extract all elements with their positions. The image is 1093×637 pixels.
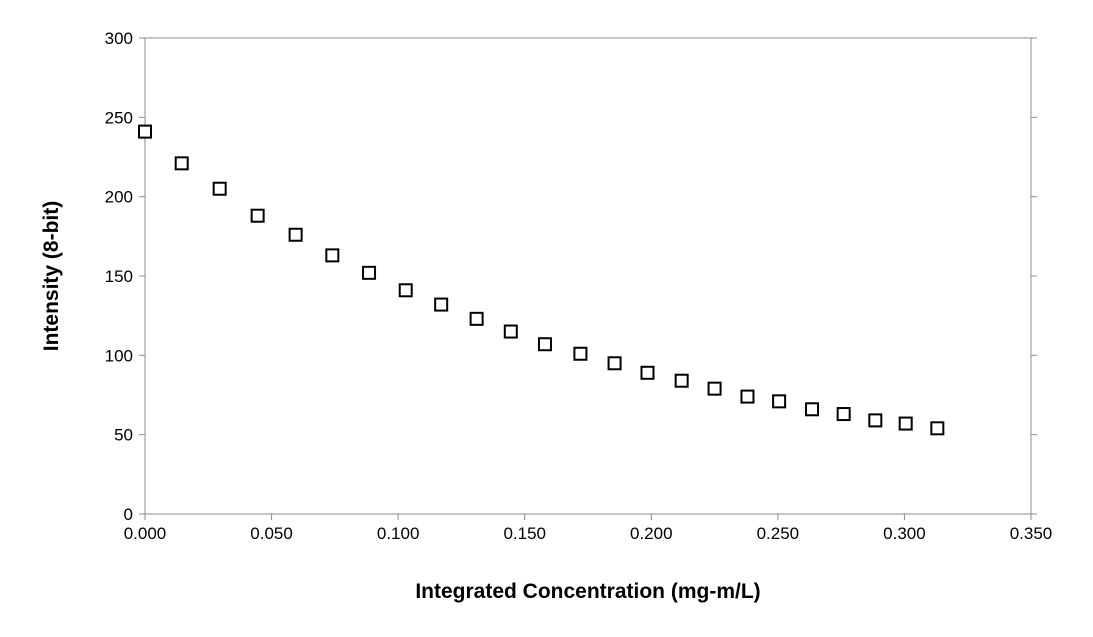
x-tick-label: 0.250: [757, 524, 800, 543]
data-point: [537, 337, 552, 352]
data-point: [898, 416, 913, 431]
x-tick-label: 0.000: [124, 524, 167, 543]
data-point: [288, 227, 303, 242]
data-point: [250, 208, 265, 223]
data-point: [674, 373, 689, 388]
data-points: [138, 124, 945, 436]
data-point: [707, 381, 722, 396]
x-tick-label: 0.100: [377, 524, 420, 543]
data-point: [174, 156, 189, 171]
y-axis: 0 50 100 150 200 250 300: [105, 29, 1037, 524]
data-point: [325, 248, 340, 263]
x-tick-label: 0.150: [503, 524, 546, 543]
y-tick-label: 150: [105, 267, 133, 286]
data-point: [469, 311, 484, 326]
x-tick-label: 0.300: [883, 524, 926, 543]
x-tick-label: 0.050: [250, 524, 293, 543]
y-tick-label: 200: [105, 188, 133, 207]
y-tick-label: 50: [114, 426, 133, 445]
data-point: [212, 181, 227, 196]
y-tick-label: 300: [105, 29, 133, 48]
y-tick-label: 250: [105, 108, 133, 127]
x-axis: 0.000 0.050 0.100 0.150 0.200 0.250 0.300 0.350: [124, 514, 1053, 543]
data-point: [640, 365, 655, 380]
data-point: [740, 389, 755, 404]
data-point: [503, 324, 518, 339]
data-point: [138, 124, 152, 139]
x-axis-title: Integrated Concentration (mg-m/L): [415, 580, 760, 603]
data-point: [836, 407, 851, 422]
data-point: [573, 346, 588, 361]
y-tick-label: 0: [124, 505, 133, 524]
data-point: [930, 421, 945, 436]
y-tick-label: 100: [105, 346, 133, 365]
data-point: [868, 413, 883, 428]
data-point: [362, 265, 377, 280]
data-point: [805, 402, 820, 417]
data-point: [398, 283, 413, 298]
x-tick-label: 0.350: [1010, 524, 1053, 543]
x-tick-label: 0.200: [630, 524, 673, 543]
data-point: [434, 297, 449, 312]
data-point: [772, 394, 787, 409]
data-point: [607, 356, 622, 371]
y-axis-title: Intensity (8-bit): [40, 201, 63, 352]
plot-area-frame: [144, 37, 1032, 515]
